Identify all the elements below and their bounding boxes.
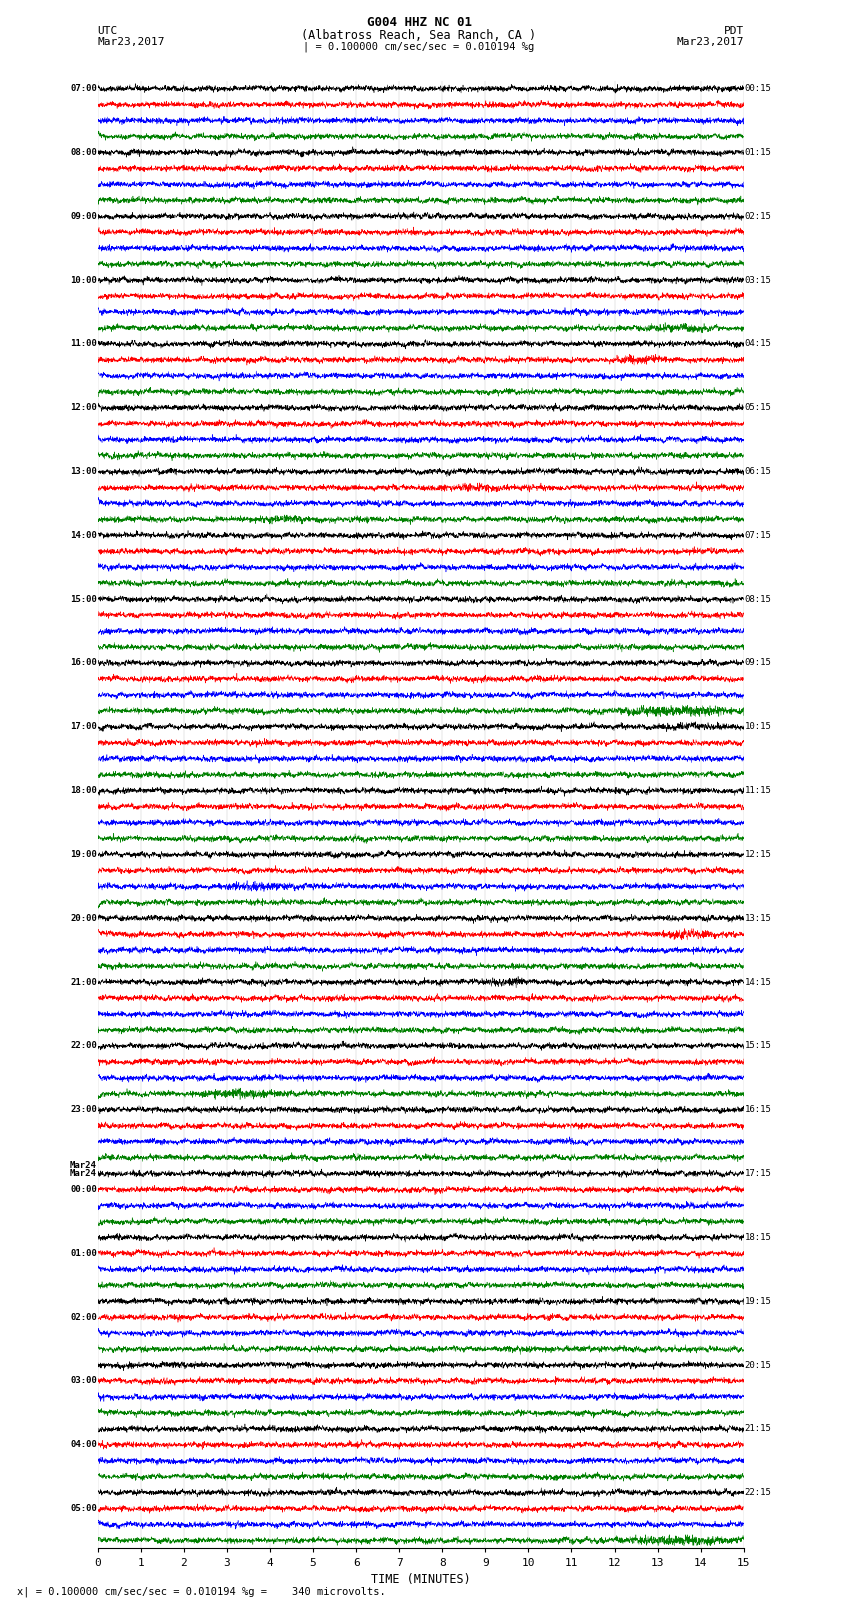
Text: 01:15: 01:15 <box>745 148 772 156</box>
Text: Mar24: Mar24 <box>70 1161 97 1169</box>
Text: 05:15: 05:15 <box>745 403 772 413</box>
Text: 12:15: 12:15 <box>745 850 772 860</box>
Text: 07:15: 07:15 <box>745 531 772 540</box>
Text: 08:15: 08:15 <box>745 595 772 603</box>
Text: 11:00: 11:00 <box>70 339 97 348</box>
Text: 10:15: 10:15 <box>745 723 772 731</box>
Text: 22:00: 22:00 <box>70 1042 97 1050</box>
Text: Mar24: Mar24 <box>70 1169 97 1177</box>
Text: | = 0.100000 cm/sec/sec = 0.010194 %g: | = 0.100000 cm/sec/sec = 0.010194 %g <box>303 42 535 53</box>
Text: 02:15: 02:15 <box>745 211 772 221</box>
Text: 22:15: 22:15 <box>745 1489 772 1497</box>
Text: 04:15: 04:15 <box>745 339 772 348</box>
Text: 04:00: 04:00 <box>70 1440 97 1448</box>
Text: (Albatross Reach, Sea Ranch, CA ): (Albatross Reach, Sea Ranch, CA ) <box>302 29 536 42</box>
Text: 15:00: 15:00 <box>70 595 97 603</box>
Text: 18:00: 18:00 <box>70 786 97 795</box>
Text: Mar23,2017: Mar23,2017 <box>98 37 165 47</box>
Text: 21:00: 21:00 <box>70 977 97 987</box>
Text: Mar23,2017: Mar23,2017 <box>677 37 744 47</box>
Text: 00:00: 00:00 <box>70 1186 97 1194</box>
Text: 03:00: 03:00 <box>70 1376 97 1386</box>
Text: 07:00: 07:00 <box>70 84 97 94</box>
Text: 02:00: 02:00 <box>70 1313 97 1321</box>
Text: 16:15: 16:15 <box>745 1105 772 1115</box>
Text: UTC: UTC <box>98 26 118 35</box>
Text: 01:00: 01:00 <box>70 1248 97 1258</box>
Text: 17:15: 17:15 <box>745 1169 772 1177</box>
Text: 23:00: 23:00 <box>70 1105 97 1115</box>
Text: 20:15: 20:15 <box>745 1360 772 1369</box>
Text: 18:15: 18:15 <box>745 1232 772 1242</box>
Text: 19:00: 19:00 <box>70 850 97 860</box>
Text: G004 HHZ NC 01: G004 HHZ NC 01 <box>366 16 472 29</box>
Text: 13:15: 13:15 <box>745 915 772 923</box>
Text: 14:00: 14:00 <box>70 531 97 540</box>
Text: 20:00: 20:00 <box>70 915 97 923</box>
Text: 11:15: 11:15 <box>745 786 772 795</box>
Text: 09:15: 09:15 <box>745 658 772 668</box>
Text: 00:15: 00:15 <box>745 84 772 94</box>
Text: 03:15: 03:15 <box>745 276 772 284</box>
Text: 08:00: 08:00 <box>70 148 97 156</box>
Text: 05:00: 05:00 <box>70 1503 97 1513</box>
X-axis label: TIME (MINUTES): TIME (MINUTES) <box>371 1573 471 1586</box>
Text: 17:00: 17:00 <box>70 723 97 731</box>
Text: 16:00: 16:00 <box>70 658 97 668</box>
Text: PDT: PDT <box>723 26 744 35</box>
Text: 09:00: 09:00 <box>70 211 97 221</box>
Text: 10:00: 10:00 <box>70 276 97 284</box>
Text: 13:00: 13:00 <box>70 468 97 476</box>
Text: x| = 0.100000 cm/sec/sec = 0.010194 %g =    340 microvolts.: x| = 0.100000 cm/sec/sec = 0.010194 %g =… <box>17 1586 386 1597</box>
Text: 21:15: 21:15 <box>745 1424 772 1434</box>
Text: 19:15: 19:15 <box>745 1297 772 1305</box>
Text: 12:00: 12:00 <box>70 403 97 413</box>
Text: 15:15: 15:15 <box>745 1042 772 1050</box>
Text: 06:15: 06:15 <box>745 468 772 476</box>
Text: 14:15: 14:15 <box>745 977 772 987</box>
